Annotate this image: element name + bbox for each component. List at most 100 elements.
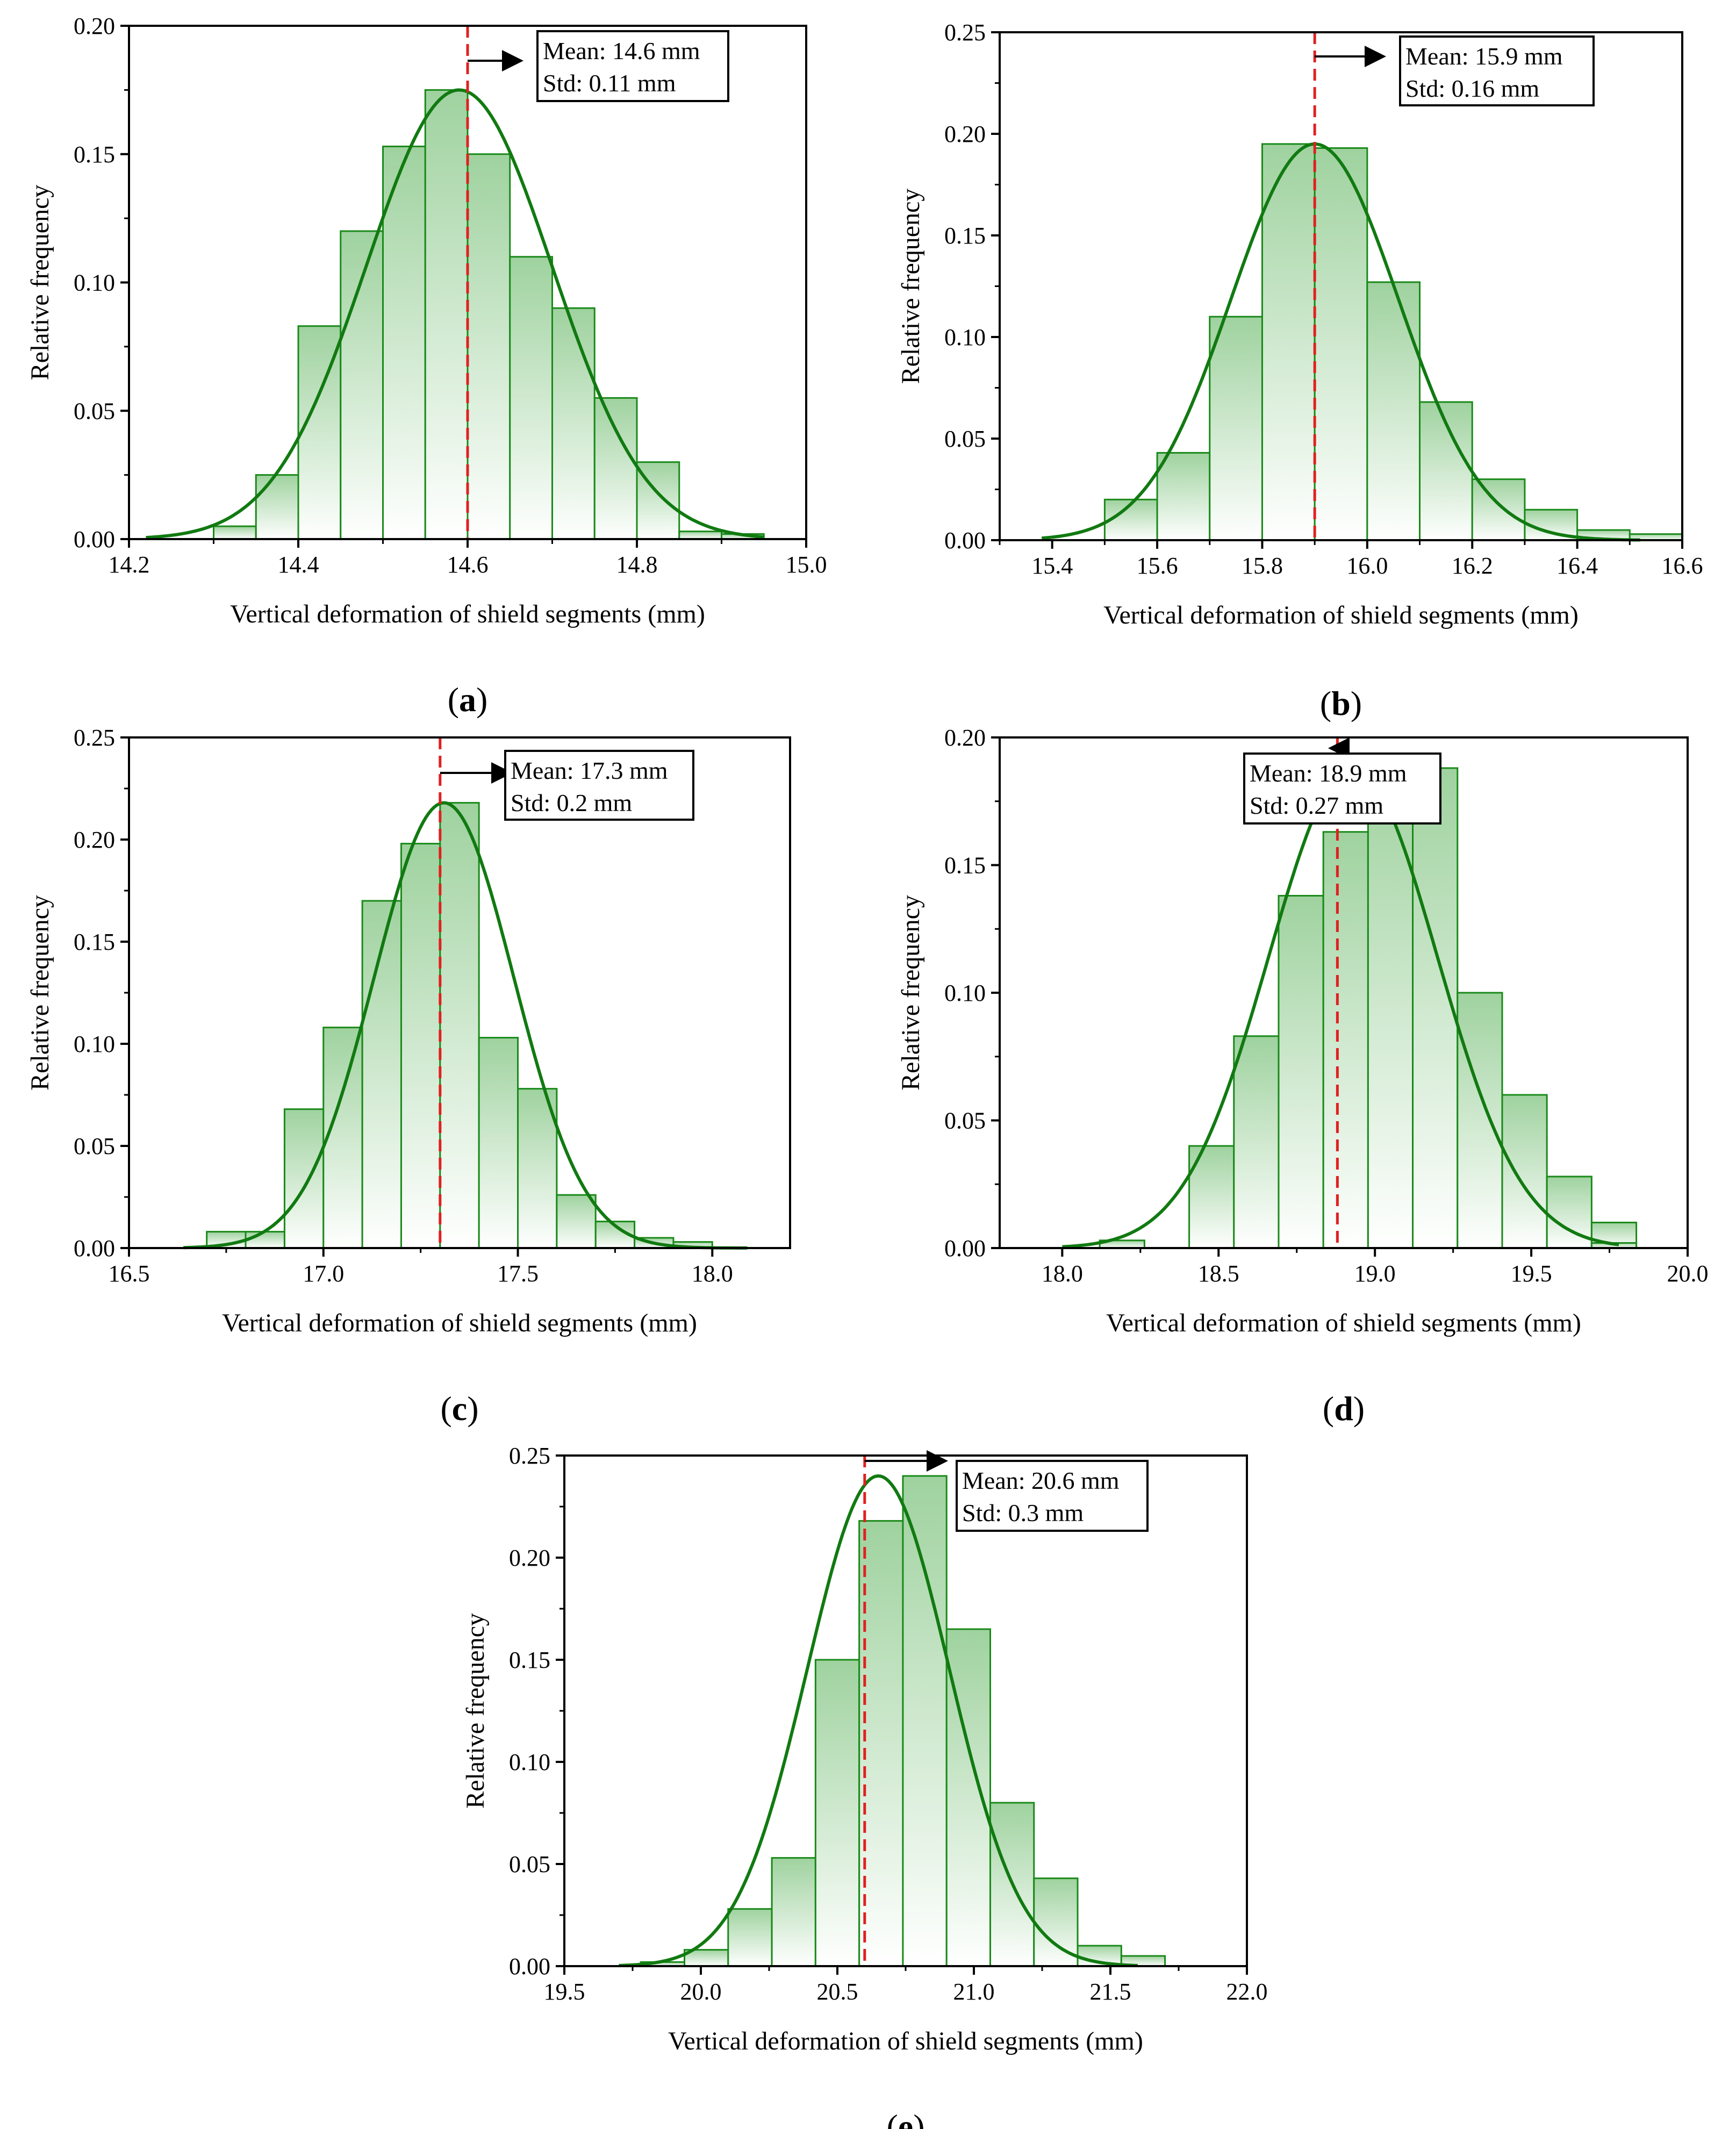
normal-fit-curve (183, 801, 748, 1250)
y-tick-label: 0.05 (74, 1133, 115, 1159)
panel-label: (b) (1320, 684, 1362, 722)
x-tick-label: 16.2 (1452, 553, 1493, 579)
y-tick-label: 0.20 (74, 13, 115, 39)
stats-annotation: Mean: 18.9 mm Std: 0.27 mm (1243, 737, 1441, 825)
y-tick-label: 0.05 (944, 426, 986, 452)
x-tick-label: 14.8 (616, 551, 658, 578)
histogram-bar (1278, 895, 1324, 1249)
histogram-bar (556, 1194, 597, 1249)
x-tick-label: 14.4 (278, 551, 319, 578)
histogram-bar (1457, 992, 1503, 1249)
x-tick-label: 16.4 (1556, 553, 1598, 579)
y-tick-label: 0.00 (74, 1235, 115, 1261)
y-tick-label: 0.20 (509, 1545, 550, 1571)
y-tick-label: 0.05 (74, 398, 115, 424)
x-tick-label: 14.6 (447, 551, 489, 578)
x-tick-label: 15.6 (1137, 553, 1178, 579)
mean-text: Mean: 14.6 mm (543, 37, 700, 64)
x-tick-label: 20.0 (680, 1979, 722, 2005)
histogram-bar (213, 525, 257, 540)
y-tick-label: 0.15 (944, 223, 986, 249)
panel-a: 14.2 14.4 14.6 14.8 15.0 0.00 0.05 0.10 0.15 0.2… (26, 13, 827, 719)
y-tick-label: 0.25 (509, 1443, 550, 1469)
y-axis-title: Relative frequency (896, 895, 925, 1091)
x-tick-label: 19.5 (1511, 1260, 1552, 1287)
y-axis-title: Relative frequency (26, 185, 54, 381)
y-tick-label: 0.20 (74, 827, 115, 853)
stats-box (1399, 35, 1595, 106)
y-axis-title: Relative frequency (26, 895, 54, 1091)
y-axis-title: Relative frequency (896, 189, 925, 384)
histogram-bar (902, 1475, 948, 1967)
mean-text: Mean: 20.6 mm (962, 1467, 1120, 1494)
x-axis-ticks: 18.0 18.5 19.0 19.5 20.0 (1042, 1248, 1709, 1287)
y-tick-label: 0.00 (74, 526, 115, 553)
panel-d: 18.0 18.5 19.0 19.5 20.0 0.00 0.05 0.10 0.15 0.2… (896, 725, 1709, 1428)
x-axis-ticks: 14.2 14.4 14.6 14.8 15.0 (109, 539, 827, 578)
x-axis-title: Vertical deformation of shield segments … (1106, 1309, 1581, 1337)
x-tick-label: 22.0 (1226, 1979, 1268, 2005)
x-tick-label: 17.0 (303, 1260, 344, 1287)
histogram-bar (1367, 767, 1414, 1249)
histogram-bar (771, 1857, 816, 1967)
y-tick-label: 0.10 (74, 1031, 115, 1057)
panel-c: 16.5 17.0 17.5 18.0 0.00 0.05 0.10 0.15 0.20 0.2… (26, 725, 791, 1428)
histogram-bars (640, 1475, 1166, 1967)
x-axis-ticks: 19.5 20.0 20.5 21.0 21.5 22.0 (544, 1966, 1268, 2005)
panel-e: 19.5 20.0 20.5 21.0 21.5 22.0 0.00 0.05 0.10 0.1… (461, 1443, 1268, 2129)
y-tick-label: 0.00 (509, 1953, 550, 1980)
histogram-bars (1099, 767, 1638, 1249)
y-tick-label: 0.25 (74, 725, 115, 751)
histogram-bar (1209, 316, 1263, 541)
y-tick-label: 0.20 (944, 121, 986, 147)
histogram-bar (1033, 1877, 1079, 1967)
x-tick-label: 15.4 (1031, 553, 1073, 579)
x-tick-label: 14.2 (109, 551, 150, 578)
y-tick-label: 0.15 (74, 141, 115, 168)
histogram-bar (1261, 143, 1316, 541)
panel-label: (e) (886, 2108, 924, 2129)
panel-b: 15.4 15.6 15.8 16.0 16.2 16.4 16.6 0.00 0.05 0.1… (896, 19, 1703, 722)
histogram-bar (1322, 831, 1369, 1249)
stats-box (536, 30, 729, 102)
histogram-bar (245, 1231, 285, 1249)
stats-box (504, 750, 694, 821)
histogram-bar (424, 89, 469, 540)
histogram-bar (684, 1949, 729, 1967)
histogram-bars (213, 89, 765, 540)
histogram-bar (1156, 451, 1211, 541)
x-tick-label: 21.0 (953, 1979, 995, 2005)
histogram-bar (439, 802, 480, 1249)
x-axis-title: Vertical deformation of shield segments … (1103, 601, 1579, 629)
x-tick-label: 19.0 (1354, 1260, 1396, 1287)
y-axis-ticks: 0.00 0.05 0.10 0.15 0.20 0.25 (74, 725, 129, 1261)
x-tick-label: 18.5 (1198, 1260, 1239, 1287)
y-tick-label: 0.05 (509, 1851, 550, 1877)
stats-box (956, 1460, 1149, 1532)
y-tick-label: 0.10 (74, 270, 115, 296)
normal-fit-curve (619, 1474, 1138, 1967)
mean-text: Mean: 18.9 mm (1250, 759, 1407, 787)
y-axis-ticks: 0.00 0.05 0.10 0.15 0.20 (74, 13, 129, 553)
y-tick-label: 0.00 (944, 1235, 986, 1261)
panel-label: (a) (448, 680, 488, 719)
y-tick-label: 0.15 (509, 1647, 550, 1673)
histogram-bar (551, 307, 596, 540)
histogram-bars (206, 802, 713, 1249)
y-tick-label: 0.10 (509, 1749, 550, 1775)
histogram-bar (678, 531, 722, 540)
std-text: Std: 0.27 mm (1250, 792, 1383, 819)
y-axis-ticks: 0.00 0.05 0.10 0.15 0.20 0.25 (509, 1443, 564, 1980)
x-tick-label: 20.5 (817, 1979, 858, 2005)
histogram-bar (478, 1037, 519, 1249)
x-axis-title: Vertical deformation of shield segments … (230, 600, 705, 628)
x-tick-label: 21.5 (1090, 1979, 1131, 2005)
stats-annotation: Mean: 17.3 mm Std: 0.2 mm (440, 750, 694, 821)
y-axis-ticks: 0.00 0.05 0.10 0.15 0.20 0.25 (944, 19, 1000, 554)
x-axis-title: Vertical deformation of shield segments … (668, 2027, 1143, 2055)
y-axis-title: Relative frequency (461, 1613, 490, 1809)
histogram-bar (1366, 281, 1421, 541)
histogram-bar (467, 153, 511, 540)
stats-box (1243, 752, 1441, 825)
